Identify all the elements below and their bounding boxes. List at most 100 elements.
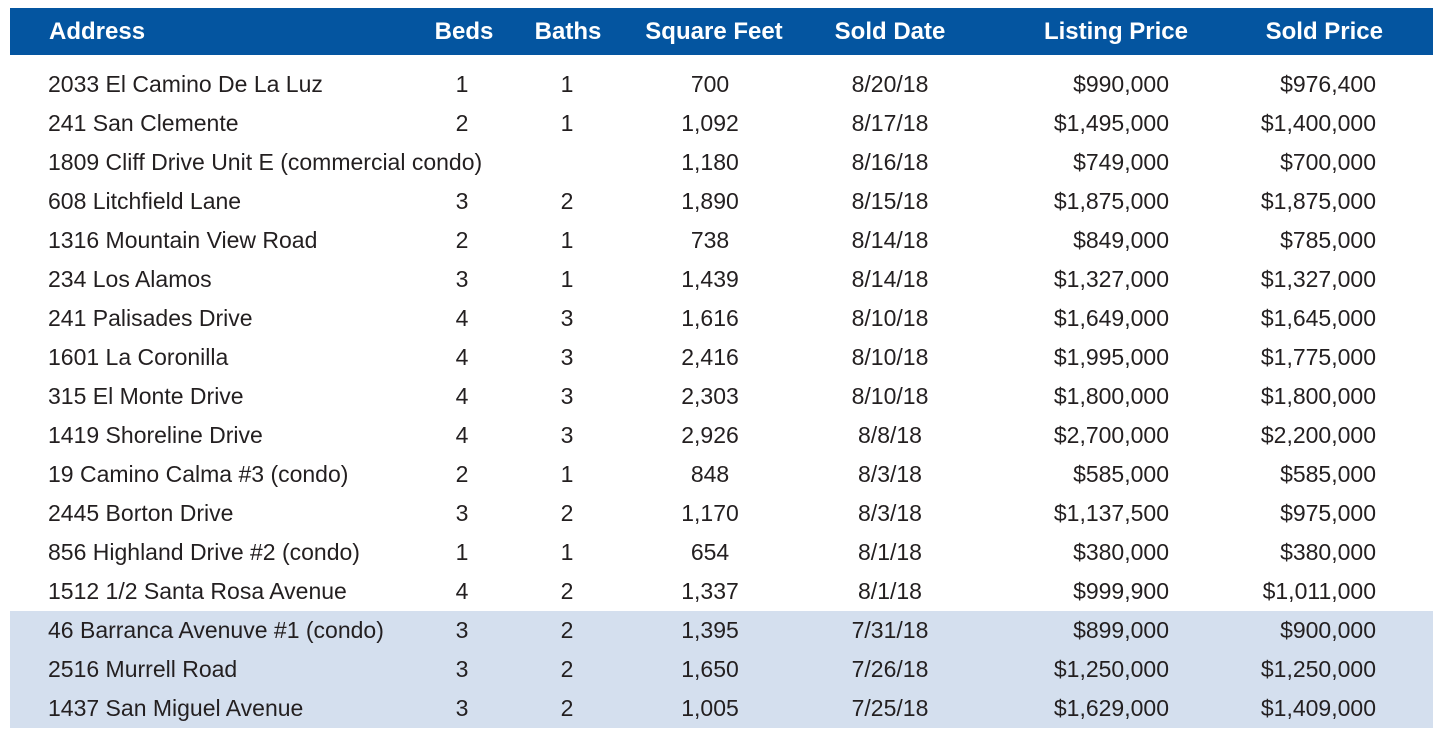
address-cell: 1809 Cliff Drive Unit E (commercial cond… (48, 149, 483, 175)
column-header-sold-price: Sold Price (1265, 18, 1383, 45)
listing-price-cell: $899,000 (1073, 617, 1169, 643)
sold-price-cell: $1,409,000 (1260, 695, 1376, 721)
column-header-listing-price: Listing Price (1043, 18, 1188, 45)
address-cell: 608 Litchfield Lane (48, 188, 242, 214)
listing-price-cell: $380,000 (1073, 539, 1169, 565)
listing-price-cell: $1,875,000 (1053, 188, 1169, 214)
beds-cell: 3 (455, 695, 469, 721)
sold-date-cell: 7/25/18 (851, 695, 929, 721)
square-feet-cell: 1,650 (681, 656, 739, 682)
square-feet-cell: 1,439 (681, 266, 739, 292)
beds-cell: 4 (455, 578, 469, 604)
table-row: 241 San Clemente 2 1 1,092 8/17/18 $1,495,000… (10, 104, 1433, 143)
address-cell: 1419 Shoreline Drive (48, 422, 263, 448)
address-cell: 2445 Borton Drive (48, 500, 234, 526)
sold-price-cell: $1,011,000 (1262, 578, 1376, 604)
beds-cell: 2 (455, 227, 469, 253)
beds-cell: 3 (455, 188, 469, 214)
column-header-sold-date: Sold Date (834, 18, 946, 45)
listing-price-cell: $1,250,000 (1053, 656, 1169, 682)
table-row: 19 Camino Calma #3 (condo) 2 1 848 8/3/18 $58… (10, 455, 1433, 494)
beds-cell: 3 (455, 656, 469, 682)
sold-date-cell: 8/1/18 (858, 539, 922, 565)
table-row: 856 Highland Drive #2 (condo) 1 1 654 8/1/18… (10, 533, 1433, 572)
column-header-address: Address (49, 18, 146, 45)
square-feet-cell: 1,005 (681, 695, 739, 721)
sold-price-cell: $700,000 (1280, 149, 1376, 175)
sold-date-cell: 7/26/18 (851, 656, 929, 682)
baths-cell: 2 (560, 578, 574, 604)
sold-date-cell: 8/16/18 (851, 149, 929, 175)
square-feet-cell: 1,616 (681, 305, 739, 331)
sold-date-cell: 8/8/18 (858, 422, 922, 448)
baths-cell: 1 (560, 539, 574, 565)
square-feet-cell: 1,092 (681, 110, 739, 136)
sold-date-cell: 8/3/18 (858, 500, 922, 526)
table-row: 2445 Borton Drive 3 2 1,170 8/3/18 $1,137,500… (10, 494, 1433, 533)
sold-date-cell: 8/20/18 (851, 71, 929, 97)
listing-price-cell: $1,800,000 (1053, 383, 1169, 409)
sold-price-cell: $380,000 (1280, 539, 1376, 565)
square-feet-cell: 1,337 (681, 578, 739, 604)
sold-date-cell: 8/10/18 (851, 383, 929, 409)
square-feet-cell: 2,303 (681, 383, 739, 409)
square-feet-cell: 700 (690, 71, 730, 97)
beds-cell: 1 (455, 71, 469, 97)
square-feet-cell: 2,926 (681, 422, 739, 448)
baths-cell: 2 (560, 656, 574, 682)
table-row: 315 El Monte Drive 4 3 2,303 8/10/18 $1,800,0… (10, 377, 1433, 416)
sold-date-cell: 8/14/18 (851, 227, 929, 253)
address-cell: 856 Highland Drive #2 (condo) (48, 539, 360, 565)
square-feet-cell: 738 (690, 227, 730, 253)
sold-price-cell: $1,875,000 (1260, 188, 1376, 214)
sold-price-cell: $1,250,000 (1260, 656, 1376, 682)
square-feet-cell: 1,890 (681, 188, 739, 214)
beds-cell: 3 (455, 266, 469, 292)
baths-cell: 3 (560, 344, 574, 370)
beds-cell: 2 (455, 461, 469, 487)
column-header-baths: Baths (534, 18, 602, 45)
address-cell: 241 Palisades Drive (48, 305, 253, 331)
address-cell: 2033 El Camino De La Luz (48, 71, 323, 97)
table-row: 46 Barranca Avenuve #1 (condo) 3 2 1,395 7/3… (10, 611, 1433, 650)
baths-cell: 2 (560, 188, 574, 214)
sold-date-cell: 8/15/18 (851, 188, 929, 214)
sold-price-cell: $1,800,000 (1260, 383, 1376, 409)
address-cell: 1316 Mountain View Road (48, 227, 318, 253)
table-row: 1601 La Coronilla 4 3 2,416 8/10/18 $1,995,00… (10, 338, 1433, 377)
square-feet-cell: 654 (690, 539, 730, 565)
baths-cell: 1 (560, 461, 574, 487)
beds-cell: 4 (455, 344, 469, 370)
listing-price-cell: $1,137,500 (1053, 500, 1169, 526)
table-row: 241 Palisades Drive 4 3 1,616 8/10/18 $1,649,… (10, 299, 1433, 338)
sold-price-cell: $785,000 (1280, 227, 1376, 253)
table-header: Address Beds Baths Square Feet Sold Date… (10, 8, 1433, 55)
sold-date-cell: 7/31/18 (851, 617, 929, 643)
table-row: 234 Los Alamos 3 1 1,439 8/14/18 $1,327,000 $1… (10, 260, 1433, 299)
beds-cell: 3 (455, 500, 469, 526)
sold-date-cell: 8/17/18 (851, 110, 929, 136)
baths-cell: 2 (560, 695, 574, 721)
square-feet-cell: 848 (690, 461, 730, 487)
table-row: 1316 Mountain View Road 2 1 738 8/14/18 $849,… (10, 221, 1433, 260)
square-feet-cell: 1,395 (681, 617, 739, 643)
sold-price-cell: $1,775,000 (1260, 344, 1376, 370)
beds-cell: 3 (455, 617, 469, 643)
address-cell: 315 El Monte Drive (48, 383, 244, 409)
baths-cell: 2 (560, 617, 574, 643)
column-header-square-feet: Square Feet (645, 18, 783, 45)
square-feet-cell: 1,180 (681, 149, 739, 175)
beds-cell: 4 (455, 305, 469, 331)
beds-cell: 4 (455, 422, 469, 448)
baths-cell: 1 (560, 266, 574, 292)
sold-price-cell: $1,400,000 (1260, 110, 1376, 136)
address-cell: 1437 San Miguel Avenue (48, 695, 304, 721)
baths-cell: 3 (560, 305, 574, 331)
listing-price-cell: $1,629,000 (1053, 695, 1169, 721)
table-row: 1437 San Miguel Avenue 3 2 1,005 7/25/18 $1,6… (10, 689, 1433, 728)
sold-date-cell: 8/10/18 (851, 344, 929, 370)
baths-cell: 1 (560, 227, 574, 253)
table-row: 2033 El Camino De La Luz 1 1 700 8/20/18 $990… (10, 65, 1433, 104)
listing-price-cell: $1,649,000 (1053, 305, 1169, 331)
sold-price-cell: $1,645,000 (1260, 305, 1376, 331)
